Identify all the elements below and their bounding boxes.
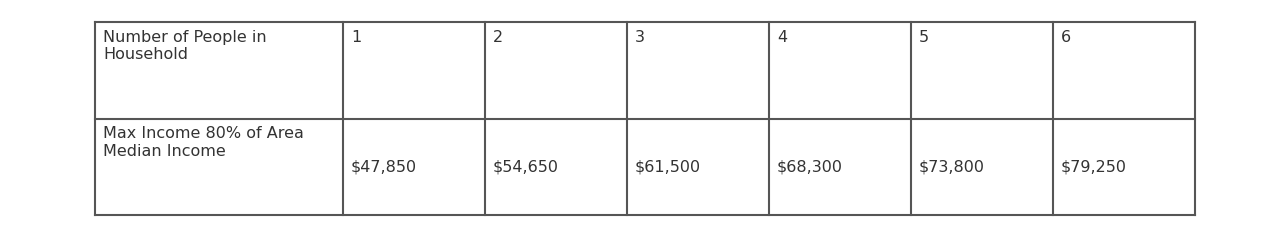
Text: $47,850: $47,850 <box>351 159 417 174</box>
Text: 3: 3 <box>635 30 645 45</box>
Text: Number of People in
Household: Number of People in Household <box>102 30 266 62</box>
Text: 6: 6 <box>1061 30 1071 45</box>
Text: 5: 5 <box>919 30 929 45</box>
Text: 2: 2 <box>493 30 503 45</box>
Text: Max Income 80% of Area
Median Income: Max Income 80% of Area Median Income <box>102 127 303 159</box>
Text: 4: 4 <box>777 30 787 45</box>
Text: $54,650: $54,650 <box>493 159 559 174</box>
Text: $73,800: $73,800 <box>919 159 986 174</box>
Text: $61,500: $61,500 <box>635 159 701 174</box>
Text: $68,300: $68,300 <box>777 159 844 174</box>
Text: 1: 1 <box>351 30 361 45</box>
Text: $79,250: $79,250 <box>1061 159 1126 174</box>
